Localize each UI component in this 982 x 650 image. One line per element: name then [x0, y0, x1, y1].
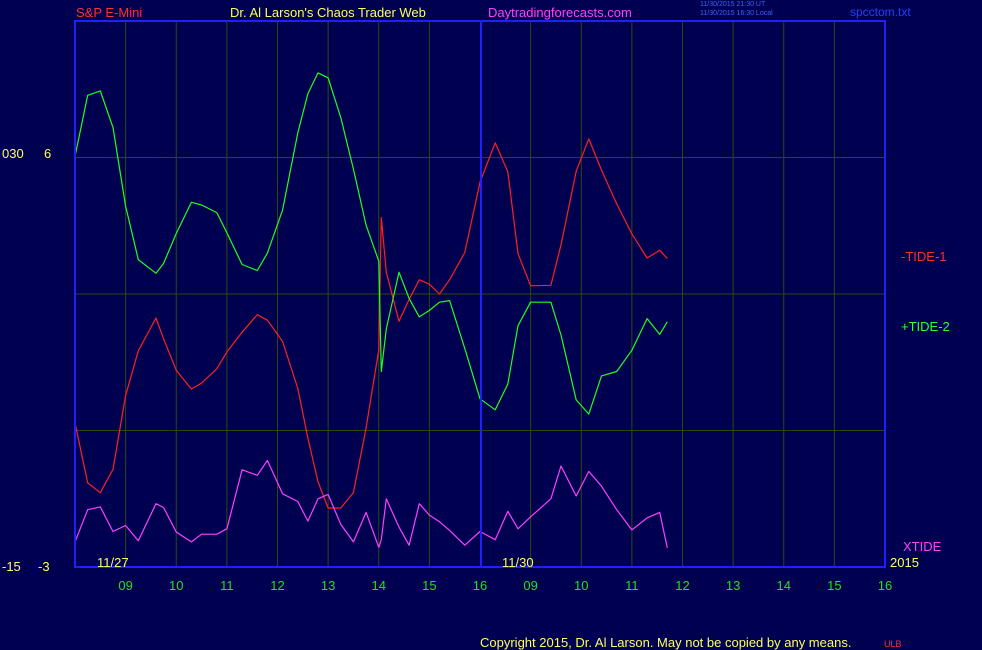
x-tick-label: 13	[726, 578, 740, 593]
x-tick-label: 09	[118, 578, 132, 593]
x-tick-label: 12	[675, 578, 689, 593]
site-link[interactable]: Daytradingforecasts.com	[488, 5, 632, 20]
legend-xtide: XTIDE	[903, 539, 942, 554]
ulb-mark: ULB	[884, 639, 902, 649]
date-label-1: 11/27	[97, 555, 129, 570]
series-xtide-line	[74, 459, 668, 549]
timestamp-local: 11/30/2015 16:30 Local	[700, 10, 773, 17]
x-tick-label: 10	[574, 578, 588, 593]
x-tick-label: 16	[878, 578, 892, 593]
x-tick-labels: 09 10 11 12 13 14 15 16 09 10 11 12 13 14 15 16	[118, 578, 892, 593]
x-tick-label: 15	[827, 578, 841, 593]
series-tide1-line	[74, 138, 668, 509]
x-tick-label: 09	[523, 578, 537, 593]
x-tick-label: 15	[422, 578, 436, 593]
left-axis-top-a: 030	[2, 146, 24, 161]
x-tick-label: 16	[473, 578, 487, 593]
x-tick-label: 14	[777, 578, 791, 593]
x-tick-label: 11	[220, 578, 234, 593]
x-tick-label: 14	[372, 578, 386, 593]
series-tide2-line	[74, 72, 668, 415]
left-axis-bottom-b: -3	[38, 559, 50, 574]
x-tick-label: 13	[321, 578, 335, 593]
left-axis-top-b: 6	[44, 146, 52, 161]
year-label: 2015	[890, 555, 919, 570]
legend-tide1: -TIDE-1	[901, 249, 947, 264]
x-tick-label: 12	[270, 578, 284, 593]
legend-tide2: +TIDE-2	[901, 319, 950, 334]
copyright-text: Copyright 2015, Dr. Al Larson. May not b…	[480, 635, 852, 650]
x-tick-label: 11	[625, 578, 639, 593]
left-axis-bottom-a: -15	[2, 559, 21, 574]
instrument-label: S&P E-Mini	[76, 5, 143, 20]
x-tick-label: 10	[169, 578, 183, 593]
series-lines	[74, 72, 668, 549]
timestamp-ut: 11/30/2015 21:30 UT	[700, 1, 766, 8]
date-label-2: 11/30	[502, 555, 534, 570]
file-name: spcctom.txt	[850, 5, 911, 19]
publisher-title: Dr. Al Larson's Chaos Trader Web	[230, 5, 426, 20]
